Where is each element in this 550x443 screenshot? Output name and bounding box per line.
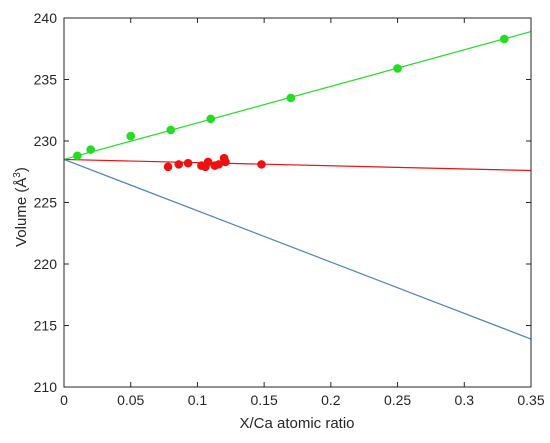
y-tick-label: 210 <box>34 379 58 395</box>
x-tick-label: 0.15 <box>251 392 278 408</box>
x-tick-label: 0.25 <box>384 392 411 408</box>
y-tick-label: 215 <box>34 318 58 334</box>
series-0-point <box>500 34 509 44</box>
y-axis-label-main: Volume (Å <box>13 178 30 247</box>
series-1-point <box>203 157 213 167</box>
x-tick-label: 0.3 <box>455 392 475 408</box>
x-axis-ticks: 0 0.05 0.1 0.15 0.2 0.25 0.3 0.35 <box>60 18 545 408</box>
series-0-point <box>286 93 296 103</box>
y-tick-label: 235 <box>34 72 58 88</box>
y-tick-label: 220 <box>34 256 58 272</box>
fit-lines <box>63 30 532 340</box>
series-0-point <box>166 125 176 135</box>
data-markers <box>73 34 509 172</box>
series-0-point <box>126 131 136 141</box>
series-2-fit-line <box>63 158 532 340</box>
series-0-point <box>393 64 402 73</box>
series-1-point <box>183 158 193 168</box>
series-0-point <box>206 114 216 124</box>
series-1-point <box>174 160 184 169</box>
y-tick-label: 225 <box>34 195 58 211</box>
series-0-fit-line <box>63 30 532 161</box>
x-axis-label: X/Ca atomic ratio <box>239 415 354 432</box>
series-1-fit-line <box>63 158 532 172</box>
series-1-point <box>257 160 266 169</box>
series-0-point <box>73 151 82 161</box>
x-tick-label: 0 <box>60 392 68 408</box>
y-axis-label: Volume (Å3) <box>12 167 30 247</box>
x-tick-label: 0.1 <box>188 392 208 408</box>
series-1-point <box>163 162 173 172</box>
x-tick-label: 0.35 <box>517 392 544 408</box>
x-tick-label: 0.2 <box>321 392 341 408</box>
series-1-point <box>221 157 230 167</box>
y-axis-label-close: ) <box>13 167 30 172</box>
series-1-point <box>214 160 224 169</box>
x-tick-label: 0.05 <box>117 392 144 408</box>
y-tick-label: 240 <box>34 10 58 26</box>
y-axis-ticks: 210 215 220 225 230 235 240 <box>34 10 531 395</box>
series-0-point <box>86 145 95 154</box>
y-tick-label: 230 <box>34 133 58 149</box>
y-axis-label-superscript: 3 <box>12 172 23 178</box>
